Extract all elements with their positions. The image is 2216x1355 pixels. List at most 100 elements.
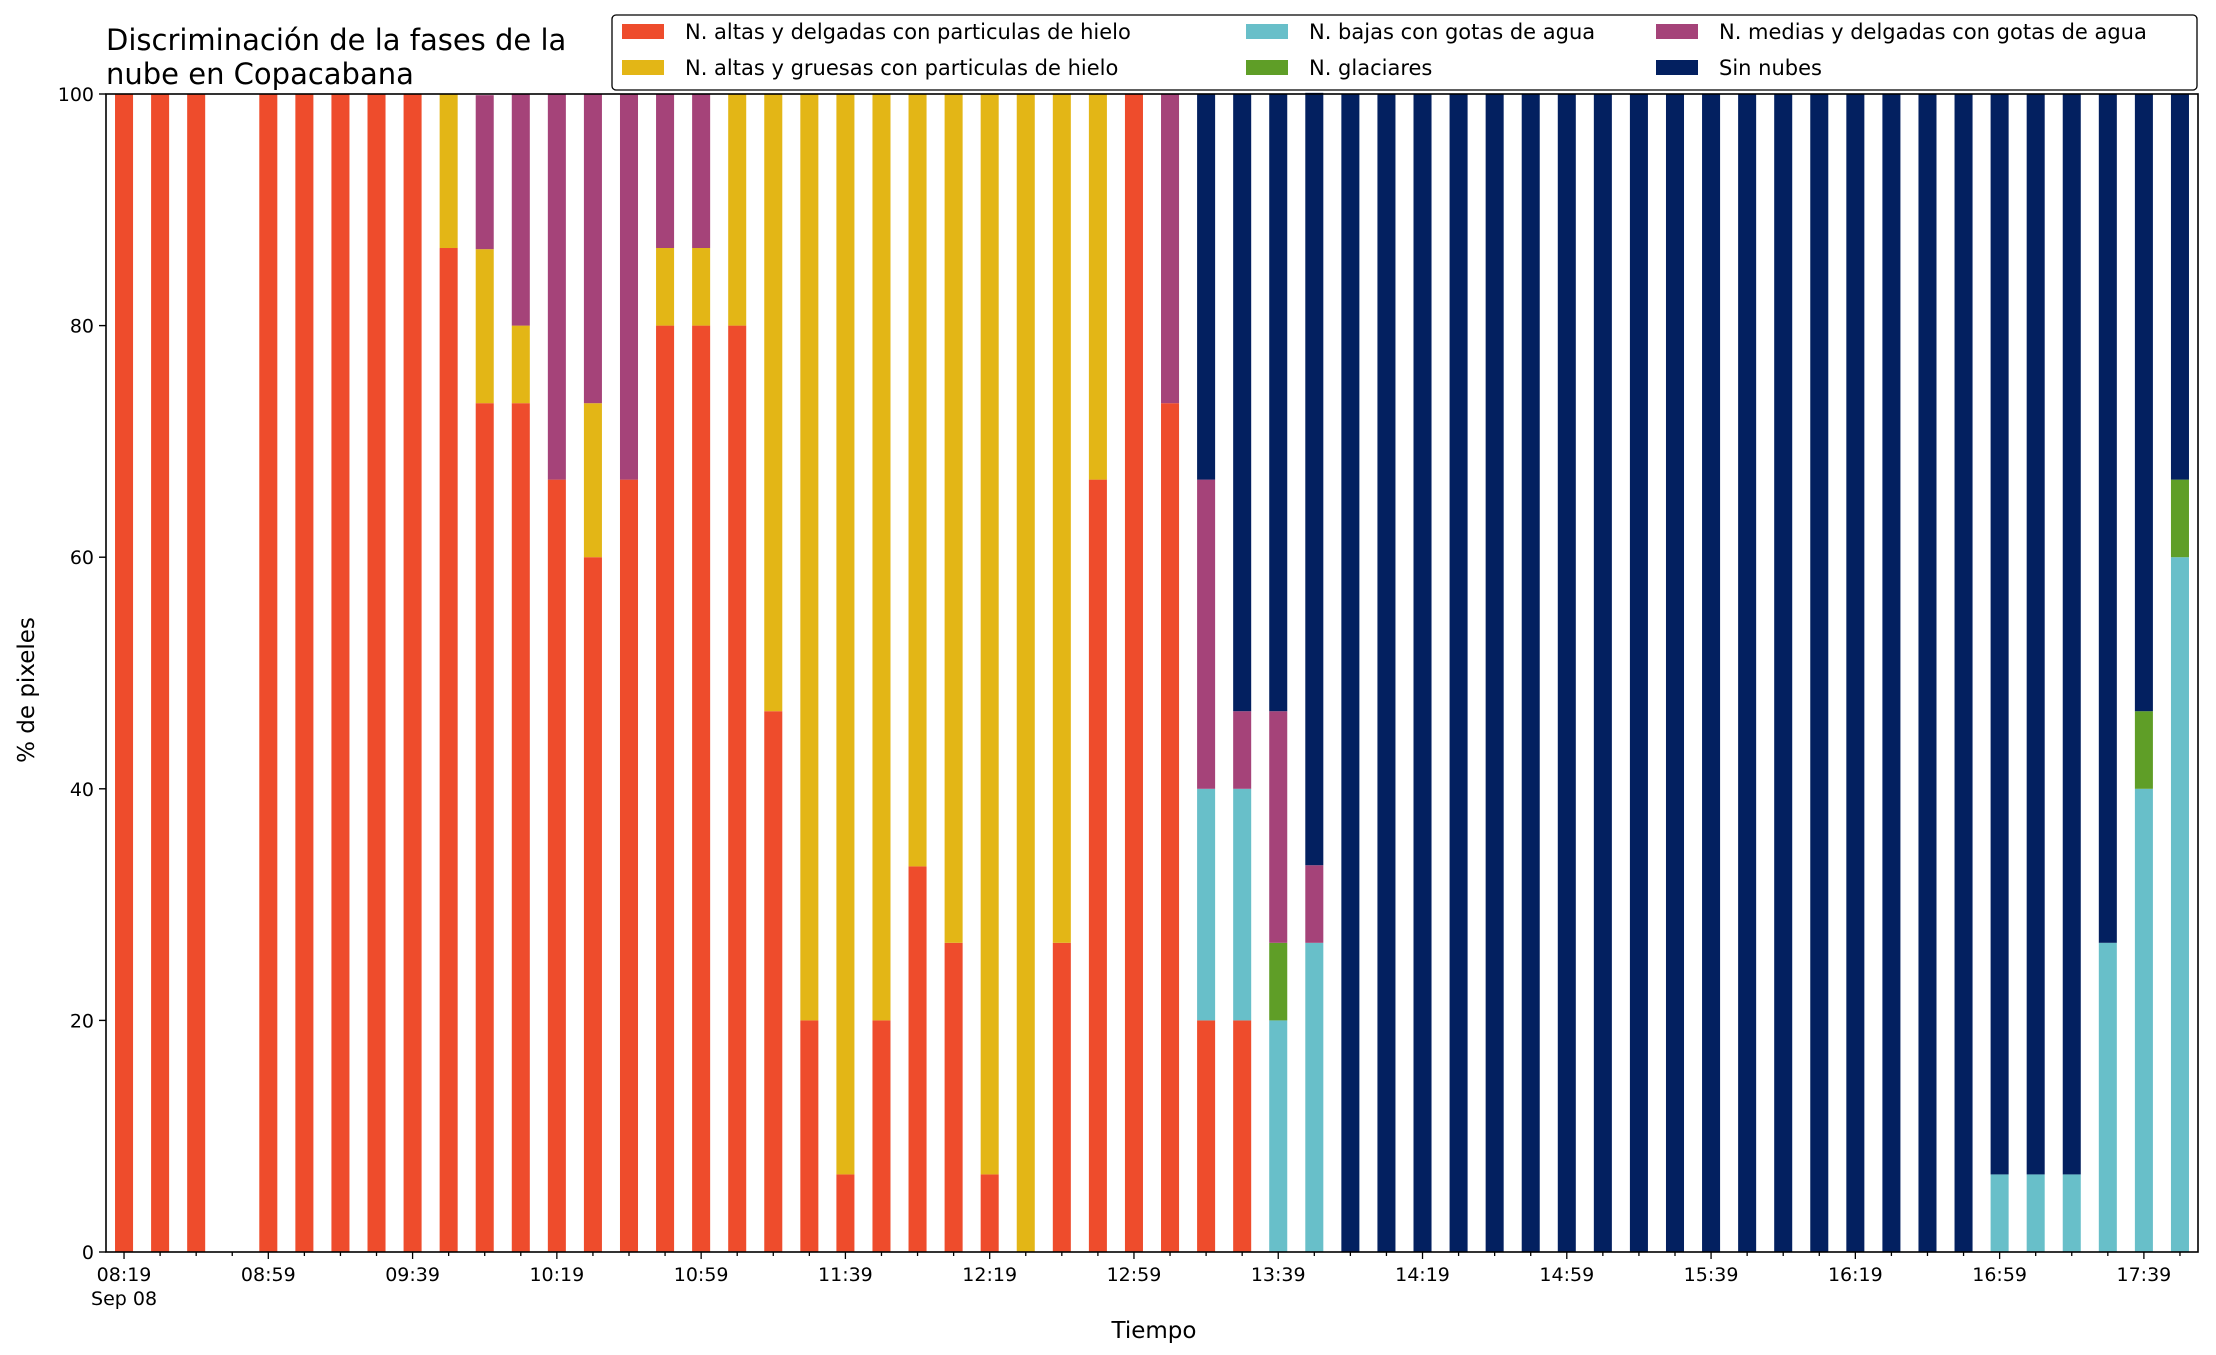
x-tick-label-56: 17:39: [2117, 1264, 2172, 1286]
legend-swatch-0: [622, 24, 664, 39]
chart-title-line-1: Discriminación de la fases de la: [106, 23, 566, 57]
bar-segment-43-5: [1665, 94, 1685, 1252]
bar-segment-1-0: [151, 94, 170, 1252]
bar-segment-37-5: [1449, 94, 1468, 1252]
bar-segment-55-2: [2098, 942, 2117, 1252]
y-axis: 0 20 40 60 80 100: [58, 84, 106, 1264]
bar-segment-51-5: [1954, 94, 1973, 1252]
bar-segment-31-5: [1233, 94, 1252, 712]
plot-frame: [105, 93, 2199, 1253]
bar-segment-55-5: [2098, 94, 2117, 943]
chart-title-line-2: nube en Copacabana: [106, 57, 414, 91]
bar-segment-57-3: [2170, 479, 2189, 558]
x-tick-label-8: 09:39: [385, 1264, 440, 1286]
x-tick-label-24: 12:19: [962, 1264, 1017, 1286]
bar-segment-14-4: [619, 94, 639, 480]
bar-segment-9-0: [439, 248, 458, 1252]
bar-segment-30-0: [1197, 1020, 1216, 1252]
x-tick-label-0: 08:19: [97, 1264, 152, 1286]
x-tick-label-32: 13:39: [1251, 1264, 1306, 1286]
x-tick-label-36: 14:19: [1395, 1264, 1450, 1286]
bar-segment-33-4: [1305, 865, 1324, 943]
bar-segment-30-4: [1197, 479, 1216, 789]
x-tick-label-12: 10:19: [529, 1264, 584, 1286]
bar-segment-33-5: [1305, 92, 1324, 866]
bar-segment-34-5: [1341, 94, 1360, 1252]
bar-segment-2-0: [187, 94, 206, 1252]
bar-segment-41-5: [1593, 94, 1612, 1252]
bar-segment-17-0: [728, 325, 747, 1253]
y-axis-label: % de pixeles: [14, 617, 40, 763]
x-tick-label-16: 10:59: [674, 1264, 729, 1286]
bar-segment-29-0: [1161, 403, 1180, 1252]
y-tick-label-0: 0: [82, 1242, 94, 1264]
legend-label-3: N. glaciares: [1309, 56, 1432, 80]
bar-segment-40-5: [1557, 94, 1576, 1252]
bar-segment-8-0: [403, 94, 422, 1252]
bar-segment-13-0: [583, 557, 602, 1252]
bar-segment-32-3: [1269, 942, 1288, 1021]
chart-title: Discriminación de la fases de la nube en…: [106, 23, 566, 91]
bar-segment-21-1: [872, 94, 891, 1021]
bar-segment-56-2: [2134, 788, 2153, 1252]
bar-segment-0-0: [115, 94, 134, 1252]
bar-segment-57-2: [2170, 557, 2189, 1252]
bar-segment-22-0: [908, 866, 927, 1252]
bar-segment-56-3: [2134, 711, 2153, 789]
bar-segment-16-0: [692, 325, 711, 1253]
bar-segment-6-0: [331, 94, 350, 1252]
bar-segment-15-1: [656, 248, 675, 326]
bar-segment-5-0: [295, 94, 314, 1252]
bar-segment-27-0: [1088, 479, 1107, 1252]
bar-segment-47-5: [1810, 94, 1829, 1252]
bar-segment-9-1: [439, 94, 458, 249]
bar-segment-48-5: [1846, 94, 1865, 1252]
legend: N. altas y delgadas con particulas de hi…: [611, 14, 2198, 91]
bar-segment-13-4: [583, 94, 602, 404]
bar-segment-36-5: [1413, 94, 1432, 1252]
bar-segment-10-1: [475, 249, 494, 404]
x-axis-label: Tiempo: [1111, 1318, 1197, 1344]
bar-segment-16-1: [692, 248, 711, 326]
bar-segment-17-1: [728, 94, 747, 326]
bar-segment-35-5: [1377, 94, 1396, 1252]
bar-segment-30-5: [1197, 94, 1216, 480]
bar-segment-10-0: [475, 403, 494, 1252]
bar-segment-52-2: [1990, 1174, 2009, 1252]
legend-label-4: N. medias y delgadas con gotas de agua: [1719, 20, 2147, 44]
bar-segment-46-5: [1774, 94, 1793, 1252]
legend-swatch-3: [1246, 60, 1288, 75]
bar-segment-39-5: [1521, 94, 1540, 1252]
bar-segment-19-1: [800, 94, 819, 1021]
x-tick-label-48: 16:19: [1828, 1264, 1883, 1286]
y-tick-label-1: 20: [70, 1010, 94, 1032]
bar-segment-38-5: [1485, 94, 1504, 1252]
bar-segment-53-2: [2026, 1174, 2045, 1252]
bar-segment-33-2: [1305, 942, 1324, 1252]
bar-segment-21-0: [872, 1020, 891, 1252]
bar-segment-20-0: [836, 1174, 855, 1252]
y-tick-label-3: 60: [70, 547, 94, 569]
bar-segment-12-0: [547, 479, 566, 1252]
bar-segment-28-0: [1124, 94, 1143, 1252]
bar-segment-13-1: [583, 403, 602, 558]
bar-segment-49-5: [1882, 94, 1901, 1252]
bar-segment-18-0: [764, 711, 783, 1252]
bar-segment-19-0: [800, 1020, 819, 1252]
bar-segment-45-5: [1738, 94, 1757, 1252]
bar-segment-11-1: [511, 325, 530, 404]
bar-segment-20-1: [836, 94, 855, 1175]
bar-segment-32-5: [1269, 94, 1288, 712]
bar-segment-56-5: [2134, 94, 2153, 712]
x-tick-label-28: 12:59: [1107, 1264, 1162, 1286]
bar-segment-11-4: [511, 94, 530, 326]
bar-segment-50-5: [1918, 94, 1937, 1252]
bar-segment-30-2: [1197, 788, 1216, 1021]
legend-swatch-1: [622, 60, 664, 75]
legend-label-1: N. altas y gruesas con particulas de hie…: [685, 56, 1118, 80]
x-tick-label-44: 15:39: [1684, 1264, 1739, 1286]
bar-segment-18-1: [764, 94, 783, 712]
bar-segment-31-4: [1233, 711, 1252, 789]
